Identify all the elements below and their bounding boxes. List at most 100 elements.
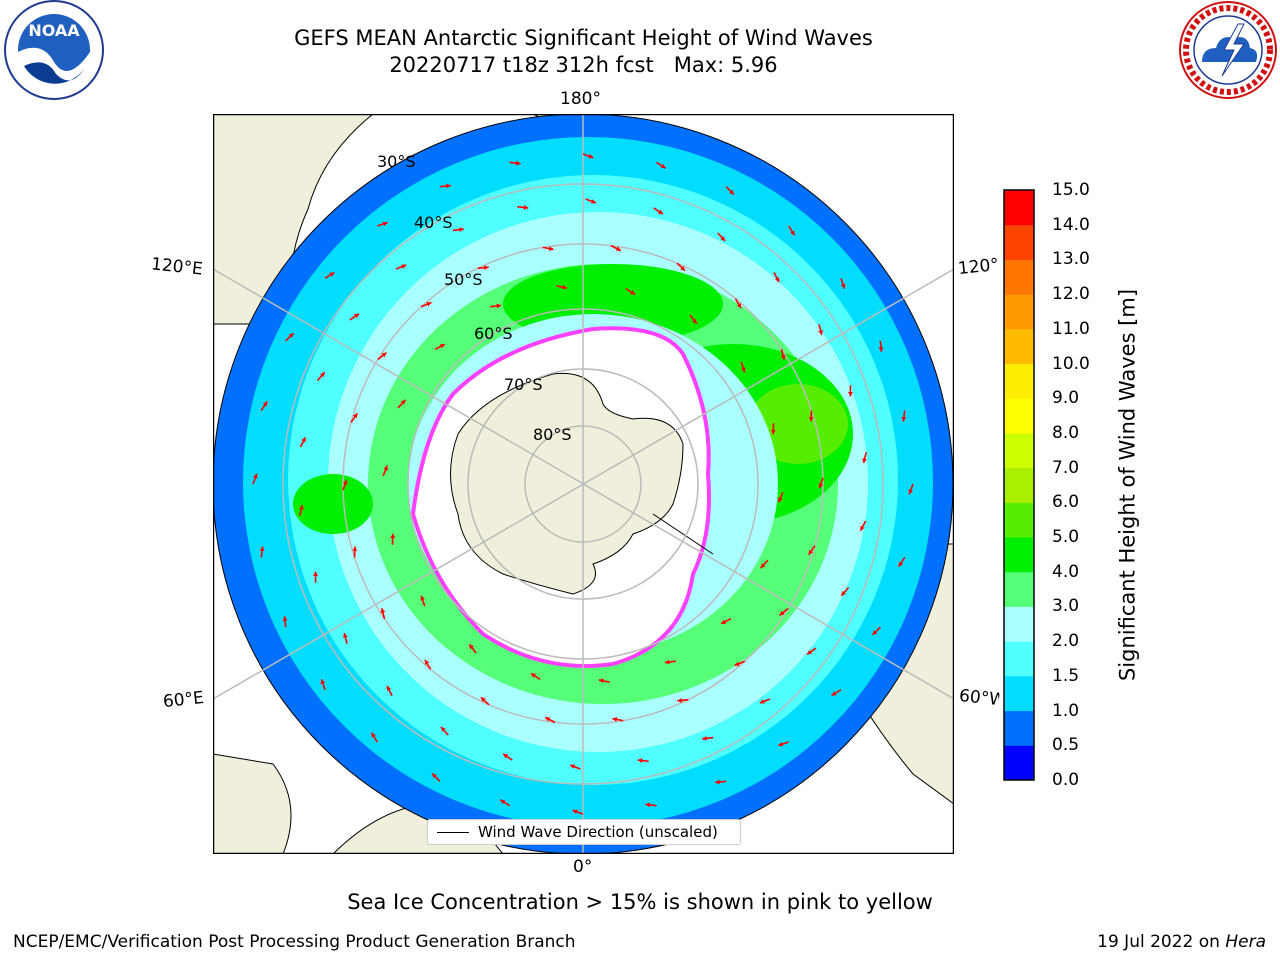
wave-arrow-head [329,272,335,277]
colorbar-tick-label: 11.0 [1052,318,1090,339]
antarctic-map [213,114,954,858]
noaa-logo: NOAA [2,0,106,104]
wave-arrow-head [282,616,288,621]
wave-arrow-head [432,773,437,779]
wave-arrow-head [637,758,643,763]
wave-arrow-head [778,741,784,747]
colorbar-tick-label: 4.0 [1052,561,1080,582]
wave-arrow-head [480,697,486,703]
wave-arrow-head [484,265,489,271]
wave-arrow-head [382,221,388,227]
wave-arrow-head [401,264,407,269]
wave-arrow-head [862,458,867,463]
colorbar-tick-label: 15.0 [1052,180,1090,200]
wave-arrow-head [523,205,529,210]
colorbar-tick-label: 7.0 [1052,457,1080,478]
lat-label-70s: 70°S [504,375,543,394]
colorbar-tick-label: 0.5 [1052,735,1080,756]
colorbar-tick-label: 14.0 [1052,214,1090,235]
wave-arrow-head [459,227,464,233]
colorbar-bin [1004,606,1034,642]
lon-label-120e: 120°E [150,254,204,280]
wave-arrow-head [440,726,446,732]
legend-line-icon [437,832,469,833]
wave-arrow-head [371,732,376,738]
wave-arrow-head [840,283,846,289]
lat-label-50s: 50°S [444,270,483,289]
colorbar-tick-label: 5.0 [1052,527,1080,548]
lat-label-30s: 30°S [377,152,416,171]
wave-arrow-head [736,303,742,309]
colorbar-tick-label: 13.0 [1052,249,1090,270]
wave-arrow-head [848,391,853,397]
colorbar-bin [1004,537,1034,573]
wave-arrow-head [420,595,425,601]
wave-arrow-head [779,610,785,616]
wave-arrow-head [598,678,604,684]
wave-arrow-head [530,673,536,678]
wave-arrow-head [545,717,551,722]
colorbar-tick-label: 2.0 [1052,631,1080,652]
wave-arrow-head [721,619,727,624]
wave-arrow-head [590,199,596,204]
wind-wave-arrows [252,153,914,815]
wave-arrow-head [872,630,878,635]
wave-arrow-head [380,608,386,614]
wave-arrow-head [770,429,776,435]
wave-arrow-head [760,563,766,569]
wave-arrow-head [352,413,358,419]
wave-arrow-head [439,344,445,349]
wave-arrow-head [680,265,686,271]
wave-arrow-head [831,691,837,696]
wave-arrow-head [841,590,846,596]
wave-arrow-head [288,333,294,338]
nws-logo [1178,0,1278,104]
wave-arrow-head [778,497,783,503]
lon-label-0: 0° [573,857,593,877]
colorbar-tick-label: 9.0 [1052,388,1080,409]
wave-arrow-head [343,633,348,638]
colorbar-tick-label: 1.0 [1052,700,1080,721]
producer-credit: NCEP/EMC/Verification Post Processing Pr… [13,932,576,952]
wave-arrow-head [390,533,396,539]
wave-arrow-head [342,479,348,485]
lat-label-60s: 60°S [474,324,513,343]
wave-arrow-head [446,183,451,189]
wave-arrow-head [818,330,823,335]
colorbar-bin [1004,571,1034,607]
chart-subtitle: 20220717 t18z 312h fcst Max: 5.96 [389,53,778,77]
colorbar-bin [1004,398,1034,434]
generation-date: 19 Jul 2022 on Hera [1097,932,1266,952]
nws-seal-icon [1179,1,1277,99]
wave-arrow-head [383,465,388,471]
colorbar-bin [1004,432,1034,469]
wave-arrow-head [657,209,663,215]
colorbar-tick-label: 0.0 [1052,770,1080,790]
wave-arrow-head [729,189,734,195]
wave-arrow-head [386,685,392,691]
wave-arrow-head [469,644,474,650]
colorbar-bin [1004,224,1034,260]
colorbar-tick-label: 10.0 [1052,353,1090,374]
map-legend: Wind Wave Direction (unscaled) [427,819,741,845]
wave-arrow-head [908,489,913,495]
wave-arrow-head [424,659,430,665]
wave-arrow-head [320,679,326,685]
wave-arrow-head [741,367,746,373]
noaa-seal-icon: NOAA [4,0,104,100]
legend-label: Wind Wave Direction (unscaled) [478,823,718,841]
wave-arrow-head [759,699,765,704]
wave-arrow-head [780,354,786,360]
wave-arrow-head [664,659,670,665]
wave-arrow-head [548,246,554,251]
generation-date-text: 19 Jul 2022 on [1097,932,1226,952]
lon-label-60w: 60°W [958,685,1000,711]
wave-arrow-head [588,154,594,159]
sea-ice-note: Sea Ice Concentration > 15% is shown in … [347,890,933,914]
colorbar-bin [1004,259,1034,295]
wave-arrow-head [677,697,682,703]
wave-arrow-head [262,401,268,407]
wave-arrow-head [898,561,904,567]
wave-arrow-head [381,352,387,358]
colorbar-bin [1004,675,1034,712]
